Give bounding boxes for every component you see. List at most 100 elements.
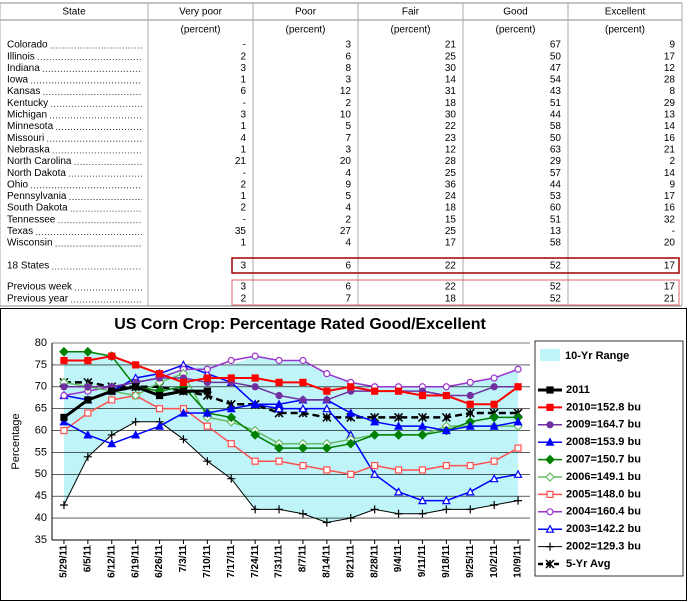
- cell-value: 29: [550, 156, 562, 167]
- marker: [84, 409, 92, 417]
- marker: [299, 378, 307, 386]
- cell-value: 63: [550, 144, 562, 155]
- cell-value: 2: [240, 203, 246, 214]
- cell-value: 3: [345, 144, 351, 155]
- legend-swatch: [540, 349, 560, 361]
- marker: [418, 391, 427, 400]
- cell-value: 7: [345, 294, 351, 305]
- cell-value: 31: [445, 86, 457, 97]
- marker: [545, 524, 555, 533]
- marker: [275, 505, 284, 514]
- marker: [155, 370, 164, 378]
- cell-value: 25: [445, 226, 457, 237]
- marker: [83, 430, 93, 439]
- marker: [299, 396, 307, 404]
- cell-value: 10: [340, 110, 352, 121]
- marker: [369, 430, 380, 440]
- cell-value: 12: [664, 63, 676, 74]
- cell-value: 47: [550, 63, 562, 74]
- y-tick-label: 50: [35, 468, 47, 480]
- y-tick-label: 70: [35, 381, 47, 393]
- cell-value: 2: [345, 214, 351, 225]
- cell-value: 2: [345, 98, 351, 109]
- state-name: Tennessee: [7, 214, 56, 225]
- state-name: Illinois: [7, 51, 35, 62]
- legend-frame: [534, 340, 684, 577]
- marker: [84, 396, 92, 404]
- cell-value: 22: [445, 282, 457, 293]
- marker: [275, 391, 283, 400]
- cell-value: 21: [235, 156, 247, 167]
- cell-value: 15: [445, 214, 457, 225]
- marker: [226, 412, 237, 423]
- cell-value: 22: [445, 261, 457, 272]
- cell-value: 4: [240, 133, 246, 144]
- chart-title: US Corn Crop: Percentage Rated Good/Exce…: [114, 316, 486, 333]
- marker: [322, 403, 332, 413]
- marker: [514, 383, 522, 391]
- cell-value: 25: [445, 51, 457, 62]
- column-header: Fair: [402, 7, 420, 18]
- cell-value: 17: [664, 261, 676, 272]
- cell-value: 28: [664, 75, 676, 86]
- cell-value: 50: [550, 51, 562, 62]
- marker: [84, 356, 92, 365]
- marker: [108, 352, 116, 360]
- legend-label: 2006=149.1 bu: [566, 471, 641, 483]
- marker: [545, 472, 555, 482]
- cell-value: -: [243, 168, 246, 179]
- marker: [489, 473, 499, 483]
- cell-value: 17: [664, 51, 676, 62]
- marker: [108, 387, 116, 395]
- unit-label: (percent): [495, 25, 535, 36]
- cell-value: 3: [345, 40, 351, 51]
- x-tick-label: 6/12/11: [106, 545, 117, 578]
- cell-value: 6: [240, 86, 246, 97]
- cell-value: 1: [240, 191, 246, 202]
- marker: [370, 469, 380, 478]
- marker: [466, 400, 474, 408]
- x-tick-label: 6/19/11: [130, 545, 141, 578]
- legend-label: 2004=160.4 bu: [566, 506, 641, 518]
- y-axis-label: Percentage: [10, 413, 22, 469]
- marker: [394, 412, 404, 422]
- y-tick-label: 75: [35, 359, 47, 371]
- x-tick-label: 9/18/11: [441, 545, 452, 578]
- cell-value: 16: [664, 203, 676, 214]
- marker: [442, 505, 451, 514]
- marker: [275, 457, 283, 465]
- state-name: South Dakota: [7, 203, 68, 214]
- marker: [250, 430, 260, 440]
- marker: [514, 496, 523, 505]
- series-line: [63, 394, 519, 476]
- cell-value: 54: [550, 75, 562, 86]
- state-name: Pennsylvania: [7, 191, 67, 202]
- marker: [322, 518, 331, 527]
- marker: [251, 457, 259, 465]
- cell-value: 21: [664, 144, 676, 155]
- x-tick-label: 6/5/11: [82, 545, 93, 573]
- legend-label: 2007=150.7 bu: [566, 454, 641, 466]
- state-name: Previous week: [7, 282, 73, 293]
- marker: [59, 500, 68, 509]
- state-name: 18 States: [7, 261, 49, 272]
- marker: [323, 466, 331, 474]
- marker: [347, 470, 355, 478]
- marker: [299, 461, 307, 470]
- marker: [442, 383, 450, 391]
- cell-value: 30: [445, 63, 457, 74]
- marker: [274, 443, 284, 453]
- marker: [370, 505, 379, 514]
- legend-label: 2009=164.7 bu: [566, 419, 641, 431]
- cell-value: 30: [445, 110, 457, 121]
- cell-value: 60: [550, 203, 562, 214]
- cell-value: 3: [240, 110, 246, 121]
- legend-label: 2005=148.0 bu: [566, 488, 641, 500]
- marker: [513, 417, 523, 426]
- marker: [394, 421, 404, 430]
- marker: [274, 403, 284, 413]
- cell-value: 22: [445, 121, 457, 132]
- marker: [466, 505, 475, 514]
- marker: [490, 374, 498, 382]
- column-header: Poor: [295, 7, 317, 18]
